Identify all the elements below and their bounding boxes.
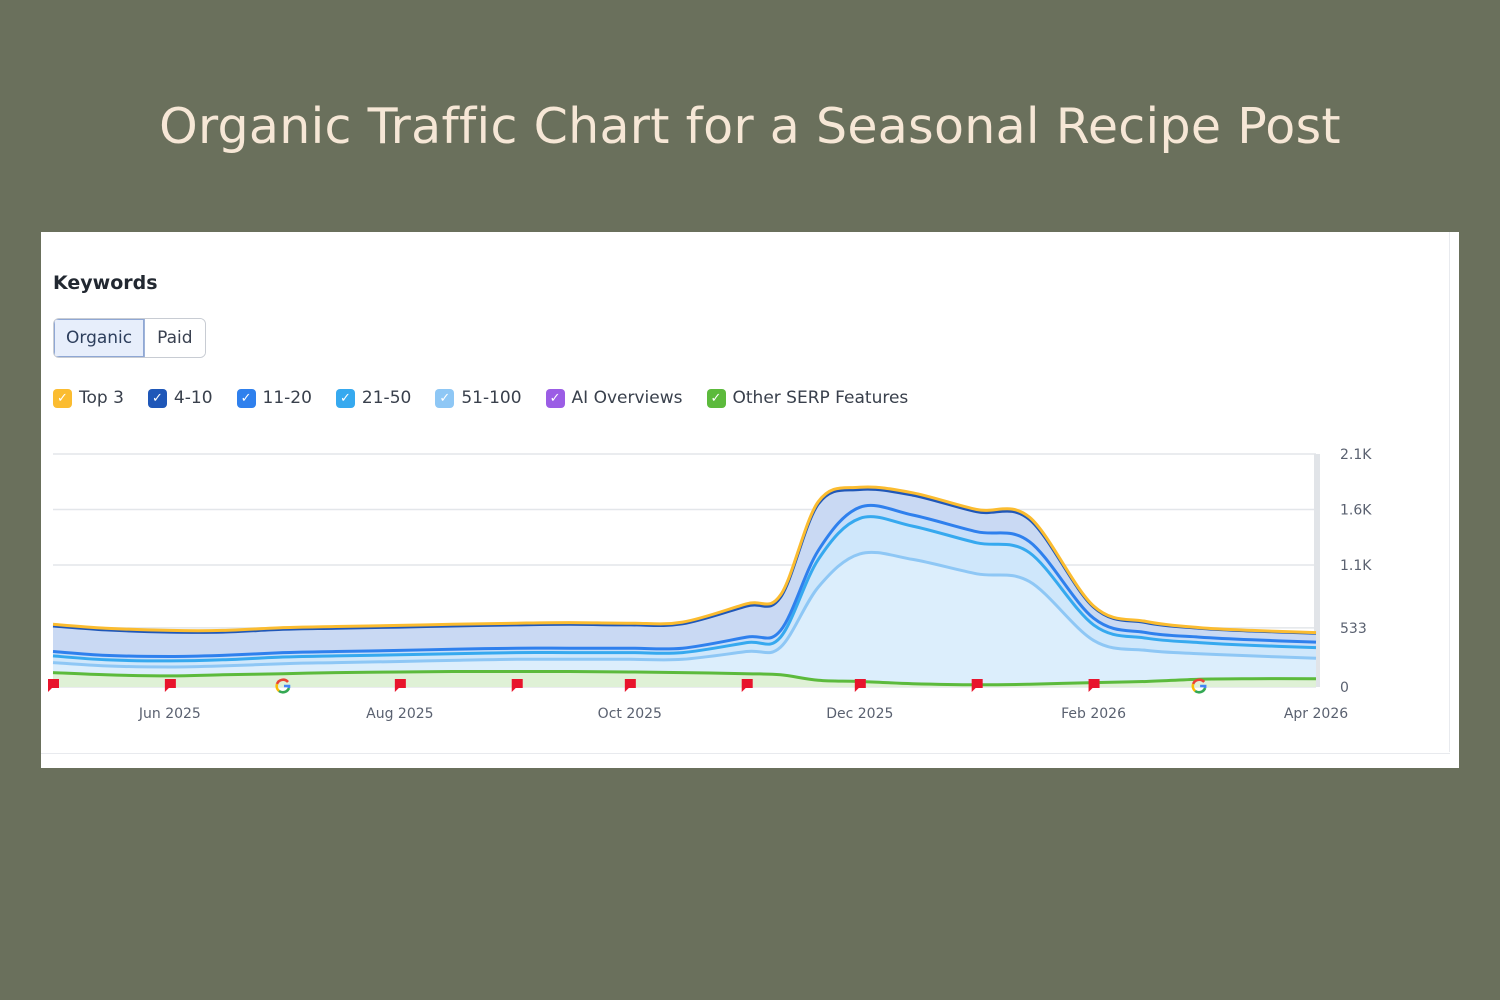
flag-icon [48,679,59,692]
y-tick-label: 1.6K [1340,502,1372,518]
google-icon-segment [1200,684,1207,688]
keywords-chart: 0 533 1.1K 1.6K 2.1K Jun 2025 Aug 2025 Oct 2025… [48,447,1372,722]
google-icon-segment [283,684,291,688]
legend-item-51-100[interactable]: ✓ 51-100 [435,388,522,408]
y-tick-label: 533 [1340,621,1367,637]
legend-item-top-3[interactable]: ✓ Top 3 [53,388,124,408]
legend-item-11-20[interactable]: ✓ 11-20 [236,388,312,408]
flag-icon [971,679,983,692]
organic-paid-toggle: Organic Paid [53,318,206,358]
checkbox-check-icon[interactable]: ✓ [335,388,355,408]
area-4-10 [53,489,1316,657]
google-icon-segment [1191,678,1206,685]
section-title: Keywords [53,272,158,294]
flag-icon [511,679,523,692]
line-top-3 [52,485,1317,635]
google-icon [1191,678,1207,694]
checkbox-check-icon[interactable]: ✓ [53,388,72,408]
x-tick-label: Apr 2026 [1284,706,1348,722]
checkbox-check-icon[interactable]: ✓ [147,388,167,408]
google-icon-segment [1194,687,1207,694]
checkbox-check-icon[interactable]: ✓ [435,388,455,408]
y-tick-label: 0 [1340,680,1349,696]
flag-icon [394,679,406,692]
tab-paid[interactable]: Paid [145,319,205,357]
area-21-50 [53,516,1316,667]
legend-item-ai-overviews[interactable]: ✓ AI Overviews [545,388,683,408]
legend-label: 21-50 [361,388,412,408]
legend: ✓ Top 3 ✓ 4-10 ✓ 11-20 ✓ 21-50 ✓ 51-100 ✓ AI Overvi… [53,388,932,408]
flag-icon [741,679,753,692]
card-bottom-edge [41,753,1450,754]
y-tick-label: 2.1K [1340,447,1372,463]
legend-label: 4-10 [173,388,213,408]
google-icon-segment [275,678,289,685]
legend-label: 51-100 [461,388,522,408]
legend-item-4-10[interactable]: ✓ 4-10 [147,388,213,408]
card-edge [1449,232,1450,752]
keywords-card: Keywords Organic Paid ✓ Top 3 ✓ 4-10 ✓ 11-20 ✓… [41,232,1459,768]
flag-icon [164,679,176,692]
x-tick-label: Oct 2025 [598,706,662,722]
flag-icon [854,679,866,692]
legend-label: Top 3 [79,388,124,408]
checkbox-check-icon[interactable]: ✓ [706,388,726,408]
legend-item-21-50[interactable]: ✓ 21-50 [335,388,412,408]
chart-right-divider [1314,454,1320,687]
legend-label: 11-20 [262,388,312,408]
area-other-serp-features [53,671,1316,687]
line-51-100 [52,550,1317,669]
x-tick-label: Aug 2025 [366,706,433,722]
checkbox-check-icon[interactable]: ✓ [545,388,565,408]
line-21-50 [52,515,1317,663]
line-11-20 [52,503,1317,659]
google-icon-segment [275,683,280,692]
flag-icon [1088,679,1100,692]
line-4-10 [52,487,1317,635]
legend-item-other-serp-features[interactable]: ✓ Other SERP Features [706,388,909,408]
x-tick-label: Feb 2026 [1061,706,1126,722]
flag-icon [624,679,636,692]
google-icon [275,678,291,694]
checkbox-check-icon[interactable]: ✓ [236,388,256,408]
page-title: Organic Traffic Chart for a Seasonal Rec… [159,98,1341,155]
x-tick-label: Jun 2025 [138,706,201,722]
x-tick-label: Dec 2025 [826,706,893,722]
area-51-100 [53,552,1316,687]
y-tick-label: 1.1K [1340,558,1372,574]
legend-label: AI Overviews [571,388,683,408]
tab-organic[interactable]: Organic [54,319,146,357]
google-icon-segment [1191,683,1197,692]
legend-label: Other SERP Features [732,388,909,408]
google-icon-segment [278,687,291,694]
